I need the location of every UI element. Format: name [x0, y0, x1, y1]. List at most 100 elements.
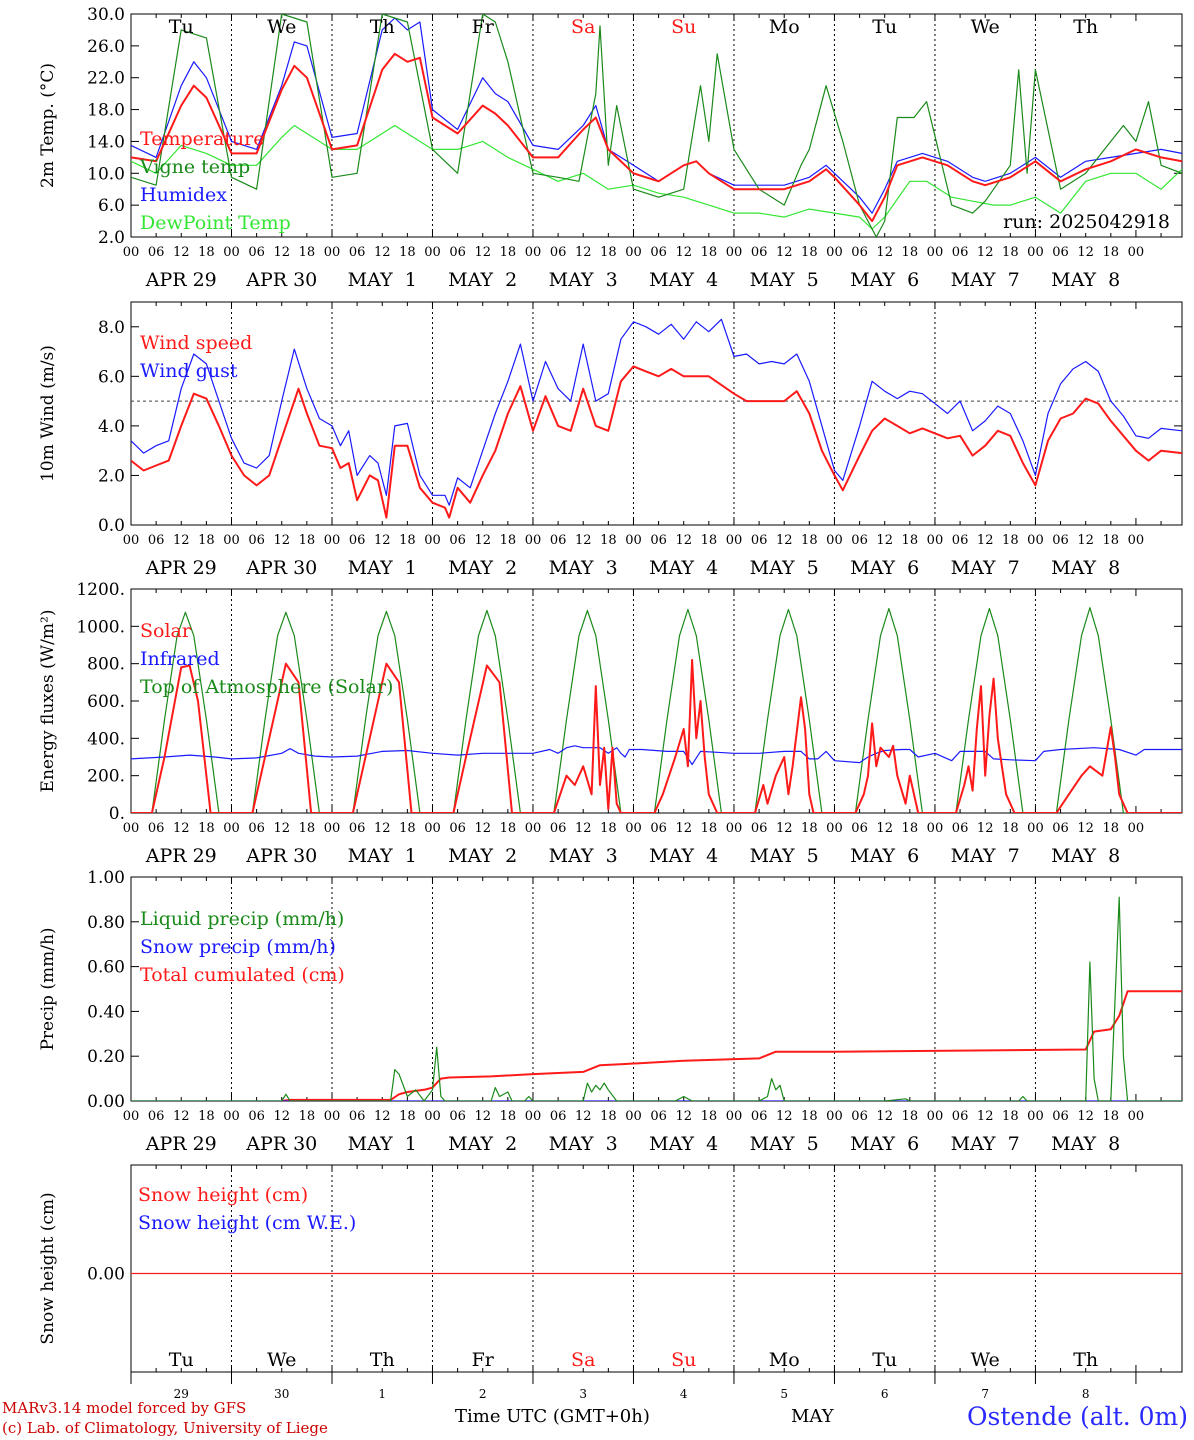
- day-number-label: 7: [981, 1387, 989, 1401]
- hour-tick-label: 18: [801, 245, 818, 260]
- weekday-label: Tu: [872, 16, 897, 38]
- y-tick-label: 18.0: [87, 101, 125, 121]
- weekday-label: Fr: [472, 1349, 495, 1371]
- day-number-label: 8: [1082, 1387, 1090, 1401]
- weekday-label: Tu: [872, 1349, 897, 1371]
- panel-frame: [130, 1164, 1183, 1373]
- hour-tick-label: 12: [977, 533, 994, 548]
- hour-tick-label: 12: [374, 821, 391, 836]
- hour-tick-label: 12: [977, 821, 994, 836]
- weekday-label: We: [267, 1349, 296, 1371]
- date-label: APR 29: [145, 557, 217, 579]
- hour-tick-label: 12: [575, 533, 592, 548]
- hour-tick-label: 00: [424, 1109, 441, 1124]
- weekday-label: Sa: [571, 16, 595, 38]
- hour-tick-label: 00: [223, 1109, 240, 1124]
- hour-tick-label: 18: [399, 1109, 416, 1124]
- legend-entry: Humidex: [140, 184, 227, 206]
- hour-tick-label: 18: [1103, 533, 1120, 548]
- day-number-label: 4: [680, 1387, 688, 1401]
- hour-tick-label: 00: [123, 1109, 140, 1124]
- y-axis-label: 2m Temp. (°C): [38, 63, 58, 188]
- hour-tick-label: 00: [1027, 533, 1044, 548]
- date-label: MAY 8: [1051, 845, 1120, 867]
- date-label: MAY 7: [951, 269, 1020, 291]
- legend-entry: Top of Atmosphere (Solar): [140, 676, 393, 698]
- series-line-wind-speed: [131, 365, 1182, 519]
- hour-tick-label: 06: [851, 1109, 868, 1124]
- hour-tick-label: 06: [550, 533, 567, 548]
- weekday-label: Su: [671, 1349, 696, 1371]
- date-label: MAY 7: [951, 1133, 1020, 1155]
- date-label: MAY 6: [850, 1133, 919, 1155]
- y-tick-label: 14.0: [87, 132, 125, 152]
- hour-tick-label: 00: [525, 245, 542, 260]
- date-label: MAY 5: [750, 557, 819, 579]
- hour-tick-label: 18: [1002, 245, 1019, 260]
- series-line-liquid-precip-mm-h-: [131, 896, 1182, 1101]
- hour-tick-label: 00: [324, 533, 341, 548]
- date-label: MAY 5: [750, 845, 819, 867]
- y-tick-label: 200.: [87, 767, 125, 787]
- hour-tick-label: 00: [424, 245, 441, 260]
- hour-tick-label: 18: [198, 1109, 215, 1124]
- series-line-infrared: [131, 745, 1182, 766]
- date-label: MAY 1: [348, 845, 417, 867]
- hour-tick-label: 00: [826, 533, 843, 548]
- y-tick-label: 0.40: [87, 1002, 125, 1022]
- hour-tick-label: 06: [952, 821, 969, 836]
- day-number-label: 3: [579, 1387, 587, 1401]
- date-label: MAY 4: [649, 557, 718, 579]
- panel-frame: [130, 13, 1183, 238]
- hour-tick-label: 12: [374, 245, 391, 260]
- date-label: MAY 2: [448, 1133, 517, 1155]
- y-tick-label: 0.00: [87, 1265, 125, 1285]
- hour-tick-label: 06: [148, 1109, 165, 1124]
- hour-tick-label: 06: [449, 533, 466, 548]
- date-label: APR 30: [245, 269, 317, 291]
- hour-tick-label: 00: [1128, 1109, 1145, 1124]
- hour-tick-label: 00: [726, 1109, 743, 1124]
- hour-tick-label: 00: [1027, 821, 1044, 836]
- hour-tick-label: 12: [273, 821, 290, 836]
- y-axis-label: 10m Wind (m/s): [38, 345, 58, 482]
- y-tick-label: 26.0: [87, 37, 125, 57]
- copyright-credit: (c) Lab. of Climatology, University of L…: [2, 1419, 328, 1437]
- hour-tick-label: 12: [1077, 245, 1094, 260]
- hour-tick-label: 00: [525, 1109, 542, 1124]
- hour-tick-label: 12: [977, 245, 994, 260]
- hour-tick-label: 06: [851, 245, 868, 260]
- date-label: MAY 4: [649, 1133, 718, 1155]
- hour-tick-label: 06: [1052, 821, 1069, 836]
- hour-tick-label: 12: [1077, 533, 1094, 548]
- date-label: MAY 1: [348, 269, 417, 291]
- legend-entry: Snow precip (mm/h): [140, 936, 336, 958]
- legend-entry: Temperature: [140, 128, 264, 150]
- y-tick-label: 0.60: [87, 958, 125, 978]
- hour-tick-label: 06: [349, 1109, 366, 1124]
- day-number-label: 5: [780, 1387, 788, 1401]
- hour-tick-label: 00: [223, 245, 240, 260]
- hour-tick-label: 18: [801, 821, 818, 836]
- hour-tick-label: 18: [299, 1109, 316, 1124]
- hour-tick-label: 12: [876, 533, 893, 548]
- y-axis-label: Snow height (cm): [38, 1192, 58, 1344]
- y-tick-label: 0.: [109, 804, 125, 824]
- hour-tick-label: 12: [173, 533, 190, 548]
- hour-tick-label: 12: [977, 1109, 994, 1124]
- y-tick-label: 2.0: [98, 466, 125, 486]
- y-tick-label: 0.00: [87, 1092, 125, 1112]
- station-name: Ostende (alt. 0m): [967, 1402, 1188, 1431]
- hour-tick-label: 12: [1077, 1109, 1094, 1124]
- date-label: MAY 3: [549, 845, 618, 867]
- time-axis-label: Time UTC (GMT+0h): [455, 1406, 650, 1427]
- hour-tick-label: 06: [851, 821, 868, 836]
- date-label: APR 29: [145, 845, 217, 867]
- hour-tick-label: 18: [701, 245, 718, 260]
- date-label: MAY 3: [549, 1133, 618, 1155]
- day-number-label: 2: [479, 1387, 487, 1401]
- hour-tick-label: 12: [575, 821, 592, 836]
- hour-tick-label: 12: [374, 1109, 391, 1124]
- weekday-label: Th: [370, 16, 395, 38]
- hour-tick-label: 12: [776, 1109, 793, 1124]
